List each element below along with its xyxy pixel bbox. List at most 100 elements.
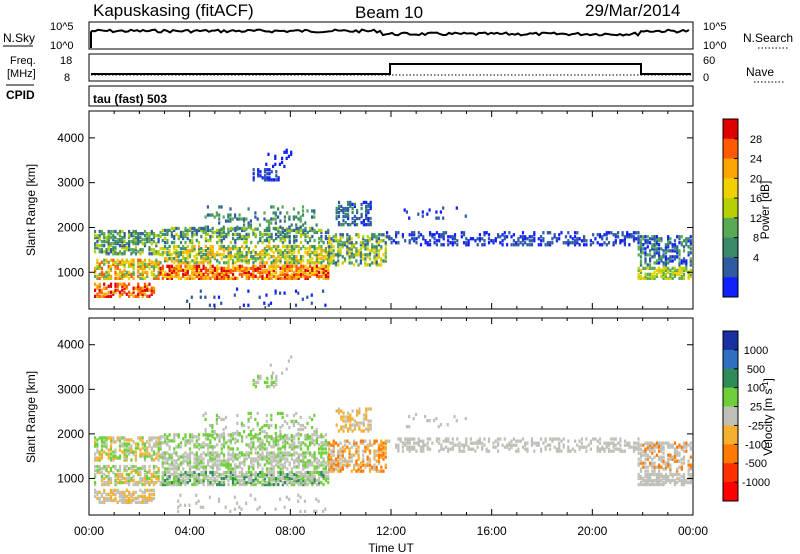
power-cell xyxy=(222,244,226,249)
velocity-cell xyxy=(295,459,298,463)
velocity-cell xyxy=(419,445,423,449)
power-cell xyxy=(371,247,374,251)
velocity-cell xyxy=(157,438,160,442)
velocity-cell xyxy=(265,459,269,463)
velocity-cell xyxy=(143,494,147,498)
power-cell xyxy=(487,237,491,241)
power-cell xyxy=(315,274,318,278)
velocity-cell xyxy=(112,458,115,462)
power-cell xyxy=(460,235,463,239)
power-cell xyxy=(324,272,327,276)
velocity-cell xyxy=(540,437,543,441)
velocity-cell xyxy=(315,433,318,437)
power-cell xyxy=(128,240,131,244)
velocity-cell xyxy=(481,441,484,445)
power-cell xyxy=(118,252,122,256)
power-cell xyxy=(186,228,189,233)
power-cell xyxy=(673,239,677,243)
velocity-cell xyxy=(290,445,293,449)
velocity-cell xyxy=(367,419,370,423)
power-cell xyxy=(198,240,201,245)
power-cell xyxy=(222,266,226,270)
power-cell xyxy=(302,274,305,278)
velocity-cell xyxy=(662,482,665,487)
velocity-cell xyxy=(103,472,106,477)
velocity-cell xyxy=(148,492,151,496)
nsky-panel: N.Sky 10^5 10^0 10^5 10^0 N.Search xyxy=(3,21,793,52)
velocity-cell xyxy=(297,453,300,457)
power-cell xyxy=(637,272,640,276)
velocity-cell xyxy=(637,463,640,467)
velocity-cell xyxy=(112,454,115,458)
power-cell xyxy=(105,270,108,274)
power-cell xyxy=(132,286,135,290)
velocity-cell xyxy=(139,476,142,481)
power-cell xyxy=(318,270,321,274)
power-cell xyxy=(274,289,277,293)
velocity-cell xyxy=(152,488,156,492)
velocity-cell xyxy=(356,409,359,413)
power-cell xyxy=(281,240,284,245)
power-cell xyxy=(320,270,323,274)
velocity-cell xyxy=(256,437,260,441)
power-cell xyxy=(184,232,187,237)
power-cell xyxy=(487,241,491,245)
power-cell xyxy=(630,233,633,237)
velocity-cell xyxy=(297,465,300,469)
velocity-cell xyxy=(347,427,350,431)
velocity-cell xyxy=(211,474,214,479)
velocity-cell xyxy=(152,470,156,475)
power-cell xyxy=(375,249,378,253)
velocity-cell xyxy=(277,435,280,439)
velocity-cell xyxy=(651,443,654,447)
power-cell xyxy=(320,261,323,265)
velocity-cell xyxy=(318,470,321,475)
velocity-cell xyxy=(304,478,307,483)
power-cell xyxy=(442,235,445,239)
power-cell xyxy=(128,290,131,294)
velocity-cell xyxy=(161,455,164,459)
power-cell xyxy=(369,223,372,227)
power-ylabel: Slant Range [km] xyxy=(24,164,38,256)
power-cell xyxy=(256,227,259,231)
velocity-cell xyxy=(309,474,312,479)
power-ytick-label: 1000 xyxy=(57,265,84,279)
power-cell xyxy=(152,286,156,290)
velocity-cell xyxy=(343,443,347,447)
power-cell xyxy=(377,255,381,259)
power-cell xyxy=(252,168,255,172)
power-cell xyxy=(143,229,147,234)
velocity-cell xyxy=(130,450,133,454)
power-cell xyxy=(277,215,280,219)
power-cell xyxy=(324,266,327,270)
velocity-cell xyxy=(268,480,271,485)
power-cell xyxy=(344,206,347,211)
power-cell xyxy=(146,284,149,288)
velocity-cell xyxy=(646,478,649,483)
velocity-cell xyxy=(277,478,280,483)
velocity-cell xyxy=(146,474,149,479)
power-cell xyxy=(261,264,264,268)
power-cell xyxy=(569,241,572,245)
power-cell xyxy=(365,208,368,213)
velocity-cell xyxy=(218,474,221,479)
velocity-cell xyxy=(125,478,128,483)
velocity-cell xyxy=(662,476,665,481)
power-cell xyxy=(200,251,203,255)
power-cell xyxy=(155,242,158,246)
power-cell xyxy=(107,266,110,270)
velocity-cell xyxy=(313,467,316,471)
velocity-cell xyxy=(288,453,291,457)
velocity-cell xyxy=(302,478,305,483)
power-cell xyxy=(293,251,296,255)
velocity-cell xyxy=(637,472,640,477)
power-cell xyxy=(254,264,257,268)
power-cell xyxy=(159,270,162,274)
velocity-cell xyxy=(605,445,608,449)
velocity-cell xyxy=(343,439,347,443)
velocity-cell xyxy=(476,445,479,449)
velocity-cell xyxy=(159,443,162,447)
velocity-cell xyxy=(302,480,305,485)
velocity-cell xyxy=(200,465,203,469)
